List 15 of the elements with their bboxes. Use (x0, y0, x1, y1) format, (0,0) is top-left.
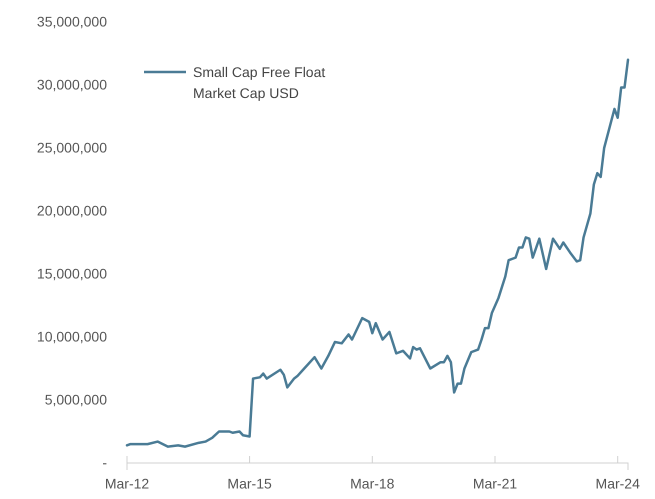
x-tick-label: Mar-15 (227, 475, 272, 492)
y-tick-label: 25,000,000 (36, 139, 108, 156)
y-tick-label: 30,000,000 (36, 76, 108, 92)
x-tick-label: Mar-18 (350, 475, 395, 492)
y-tick-label: 15,000,000 (36, 265, 108, 282)
x-tick-label: Mar-24 (596, 475, 640, 492)
x-tick-label: Mar-21 (472, 475, 518, 492)
y-tick-label: 10,000,000 (36, 328, 108, 344)
x-tick-label: Mar-12 (104, 475, 150, 492)
y-tick-label: - (102, 454, 108, 470)
y-tick-label: 5,000,000 (44, 391, 108, 408)
line-series (126, 58, 630, 448)
legend-label: Small Cap Free Float Market Cap USD (193, 64, 326, 101)
y-tick-label: 20,000,000 (36, 202, 108, 218)
y-tick-label: 35,000,000 (36, 13, 108, 30)
